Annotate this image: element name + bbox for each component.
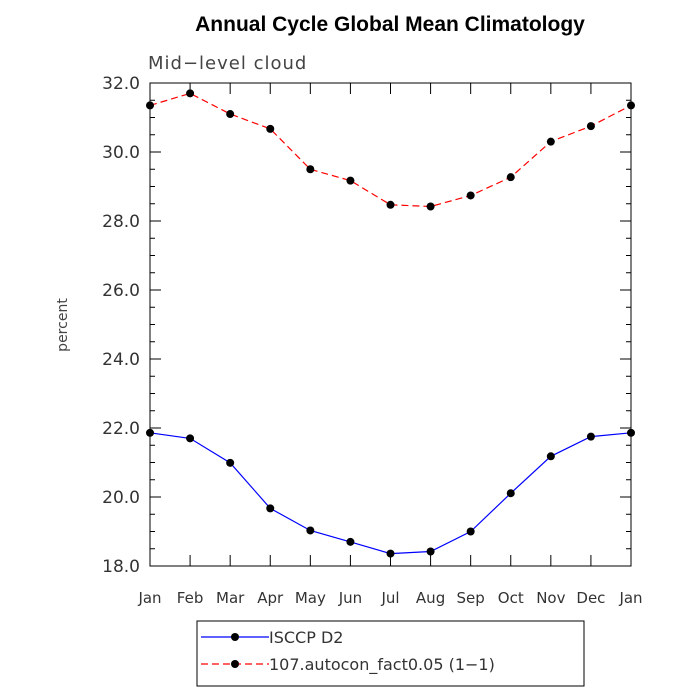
y-tick-label: 26.0	[102, 281, 140, 301]
legend-marker	[231, 633, 239, 641]
data-point	[226, 458, 235, 467]
data-point	[506, 173, 515, 182]
series-1	[146, 428, 635, 558]
legend-box	[196, 620, 585, 687]
series-line	[149, 92, 632, 208]
legend-entry: ISCCP D2	[201, 628, 343, 647]
data-point	[386, 200, 395, 209]
x-tick-label: Aug	[416, 589, 445, 607]
legend: ISCCP D2 107.autocon_fact0.05 (1−1)	[196, 620, 585, 687]
x-tick-label: Jan	[137, 589, 161, 607]
x-tick-label: Jul	[380, 589, 399, 607]
data-point	[546, 137, 555, 146]
data-point	[426, 202, 435, 211]
y-tick-label: 28.0	[102, 212, 140, 232]
x-tick-label: Mar	[216, 589, 245, 607]
y-tick-label: 18.0	[102, 557, 140, 577]
data-point	[346, 176, 355, 185]
data-point	[586, 122, 595, 131]
data-point	[226, 110, 235, 119]
data-point	[627, 428, 635, 437]
chart-title: Annual Cycle Global Mean Climatology	[195, 13, 585, 36]
series-layer	[146, 89, 635, 558]
x-tick-label: Dec	[576, 589, 605, 607]
legend-label: ISCCP D2	[269, 628, 343, 647]
data-point	[386, 549, 395, 558]
data-point	[146, 428, 154, 437]
data-point	[586, 432, 595, 441]
x-tick-label: Nov	[536, 589, 565, 607]
data-point	[186, 434, 195, 443]
x-tick-label: Sep	[457, 589, 485, 607]
y-tick-label: 24.0	[102, 350, 140, 370]
x-tick-label: Oct	[498, 589, 524, 607]
x-tick-label: Feb	[177, 589, 204, 607]
x-tick-label: May	[295, 589, 326, 607]
legend-marker	[231, 660, 239, 668]
data-point	[426, 547, 435, 556]
series-line	[149, 432, 632, 555]
legend-label: 107.autocon_fact0.05 (1−1)	[269, 655, 495, 675]
y-tick-label: 30.0	[102, 143, 140, 163]
legend-entry: 107.autocon_fact0.05 (1−1)	[201, 655, 495, 675]
data-point	[186, 89, 195, 98]
data-point	[466, 527, 475, 536]
x-tick-label: Jan	[618, 589, 642, 607]
data-point	[346, 537, 355, 546]
data-point	[306, 165, 315, 174]
y-tick-label: 20.0	[102, 488, 140, 508]
y-tick-label: 22.0	[102, 419, 140, 439]
plot-frame	[149, 82, 632, 567]
series-2	[146, 89, 635, 211]
y-axis-label: percent	[55, 298, 71, 352]
data-point	[266, 124, 275, 133]
y-tick-label: 32.0	[102, 74, 140, 94]
data-point	[266, 504, 275, 513]
data-point	[466, 191, 475, 200]
plot-axes: 18.0 20.0 22.0 24.0 26.0 28.0 30.0 32.0 Jan Feb Ma…	[102, 74, 642, 607]
x-tick-label: Jun	[338, 589, 362, 607]
data-point	[546, 452, 555, 461]
x-tick-label: Apr	[257, 589, 284, 607]
data-point	[627, 101, 635, 110]
data-point	[506, 489, 515, 498]
data-point	[146, 101, 154, 110]
chart-subtitle: Mid−level cloud	[148, 53, 307, 74]
data-point	[306, 526, 315, 535]
